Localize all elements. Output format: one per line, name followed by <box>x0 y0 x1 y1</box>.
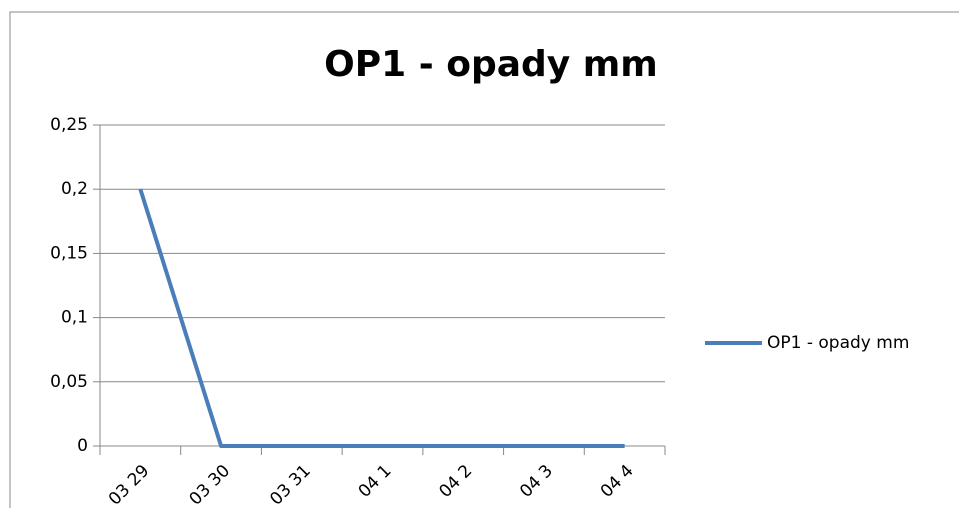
y-tick-label: 0,05 <box>50 372 88 392</box>
y-tick-label: 0,15 <box>50 243 88 263</box>
chart-frame <box>9 11 959 508</box>
y-tick-label: 0,1 <box>61 308 88 328</box>
y-tick-label: 0,25 <box>50 115 88 135</box>
line-series <box>138 188 625 448</box>
legend-label: OP1 - opady mm <box>767 333 909 353</box>
chart-title: OP1 - opady mm <box>324 44 658 85</box>
y-tick-label: 0,2 <box>61 179 88 199</box>
y-tick-label: 0 <box>77 436 88 456</box>
